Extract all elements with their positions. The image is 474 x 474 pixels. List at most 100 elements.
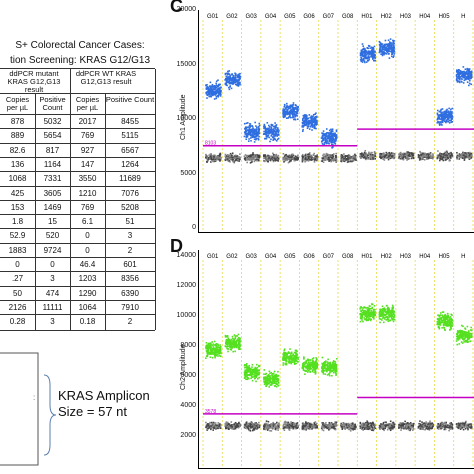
negative-droplet bbox=[293, 422, 296, 425]
negative-droplet bbox=[470, 152, 473, 155]
negative-droplet bbox=[216, 424, 219, 427]
positive-droplet bbox=[275, 126, 277, 128]
negative-droplet bbox=[379, 152, 382, 155]
negative-droplet bbox=[285, 426, 287, 428]
negative-droplet bbox=[463, 152, 465, 155]
negative-droplet bbox=[289, 158, 291, 160]
positive-droplet bbox=[283, 356, 285, 359]
positive-droplet bbox=[292, 114, 294, 117]
positive-droplet bbox=[230, 346, 233, 349]
positive-droplet bbox=[227, 338, 230, 341]
positive-droplet bbox=[215, 97, 218, 100]
positive-droplet bbox=[292, 113, 295, 115]
positive-droplet bbox=[465, 73, 468, 75]
positive-droplet bbox=[210, 94, 212, 96]
positive-droplet bbox=[208, 85, 211, 87]
positive-droplet bbox=[234, 337, 237, 340]
positive-droplet bbox=[287, 112, 289, 114]
positive-droplet bbox=[217, 346, 220, 349]
positive-droplet bbox=[238, 81, 241, 84]
positive-droplet bbox=[368, 53, 371, 55]
positive-droplet bbox=[219, 355, 222, 358]
negative-droplet bbox=[367, 157, 369, 160]
positive-droplet bbox=[445, 120, 448, 123]
positive-droplet bbox=[372, 51, 375, 53]
positive-droplet bbox=[212, 348, 215, 350]
negative-droplet bbox=[255, 156, 258, 159]
positive-droplet bbox=[290, 361, 293, 363]
table-cell: .27 bbox=[11, 274, 24, 284]
positive-droplet bbox=[258, 135, 260, 138]
negative-droplet bbox=[282, 152, 285, 155]
negative-droplet bbox=[218, 424, 221, 427]
negative-droplet bbox=[305, 421, 307, 423]
positive-droplet bbox=[208, 92, 211, 95]
positive-droplet bbox=[466, 81, 469, 83]
positive-droplet bbox=[264, 382, 267, 385]
positive-droplet bbox=[384, 52, 386, 55]
positive-droplet bbox=[389, 44, 391, 47]
positive-droplet bbox=[325, 135, 327, 138]
negative-droplet bbox=[456, 151, 458, 154]
positive-droplet bbox=[374, 51, 376, 53]
negative-droplet bbox=[291, 155, 294, 158]
well-label: G07 bbox=[323, 14, 335, 20]
positive-droplet bbox=[312, 118, 315, 120]
positive-droplet bbox=[246, 122, 249, 124]
positive-droplet bbox=[206, 86, 208, 89]
negative-droplet bbox=[214, 158, 217, 160]
positive-droplet bbox=[310, 117, 313, 120]
positive-droplet bbox=[253, 375, 256, 378]
positive-droplet bbox=[209, 95, 212, 98]
negative-droplet bbox=[283, 155, 286, 158]
positive-droplet bbox=[266, 128, 269, 131]
positive-droplet bbox=[265, 383, 268, 386]
positive-droplet bbox=[331, 129, 333, 132]
negative-droplet bbox=[391, 155, 394, 157]
negative-droplet bbox=[468, 156, 470, 159]
negative-droplet bbox=[272, 152, 274, 155]
positive-droplet bbox=[292, 108, 294, 110]
negative-droplet bbox=[263, 427, 265, 430]
negative-droplet bbox=[369, 156, 371, 159]
positive-droplet bbox=[301, 119, 304, 122]
positive-droplet bbox=[257, 365, 260, 368]
positive-droplet bbox=[333, 140, 336, 142]
positive-droplet bbox=[219, 95, 222, 97]
positive-droplet bbox=[392, 56, 394, 59]
positive-droplet bbox=[258, 130, 260, 133]
positive-droplet bbox=[384, 46, 386, 49]
positive-droplet bbox=[314, 116, 317, 118]
positive-droplet bbox=[229, 74, 231, 77]
positive-droplet bbox=[276, 135, 278, 137]
negative-droplet bbox=[393, 155, 396, 157]
positive-droplet bbox=[232, 345, 234, 348]
positive-droplet bbox=[239, 83, 241, 86]
positive-droplet bbox=[224, 77, 227, 80]
positive-droplet bbox=[379, 45, 382, 47]
positive-droplet bbox=[451, 107, 454, 110]
positive-droplet bbox=[296, 112, 299, 115]
positive-droplet bbox=[393, 47, 395, 49]
positive-droplet bbox=[286, 111, 288, 114]
negative-droplet bbox=[428, 156, 430, 159]
positive-droplet bbox=[243, 364, 246, 367]
positive-droplet bbox=[372, 54, 374, 57]
negative-droplet bbox=[312, 154, 315, 156]
positive-droplet bbox=[272, 138, 275, 140]
positive-droplet bbox=[367, 53, 369, 55]
positive-droplet bbox=[278, 129, 280, 132]
table-cell: 5115 bbox=[121, 131, 139, 141]
negative-droplet bbox=[348, 155, 351, 158]
positive-droplet bbox=[288, 112, 290, 115]
positive-droplet bbox=[239, 345, 241, 348]
positive-droplet bbox=[373, 45, 376, 48]
negative-droplet bbox=[437, 154, 440, 157]
positive-droplet bbox=[442, 118, 444, 120]
negative-droplet bbox=[228, 426, 231, 429]
positive-droplet bbox=[262, 377, 265, 379]
positive-droplet bbox=[205, 345, 207, 347]
positive-droplet bbox=[264, 377, 266, 380]
negative-droplet bbox=[341, 154, 344, 157]
positive-droplet bbox=[287, 351, 290, 353]
